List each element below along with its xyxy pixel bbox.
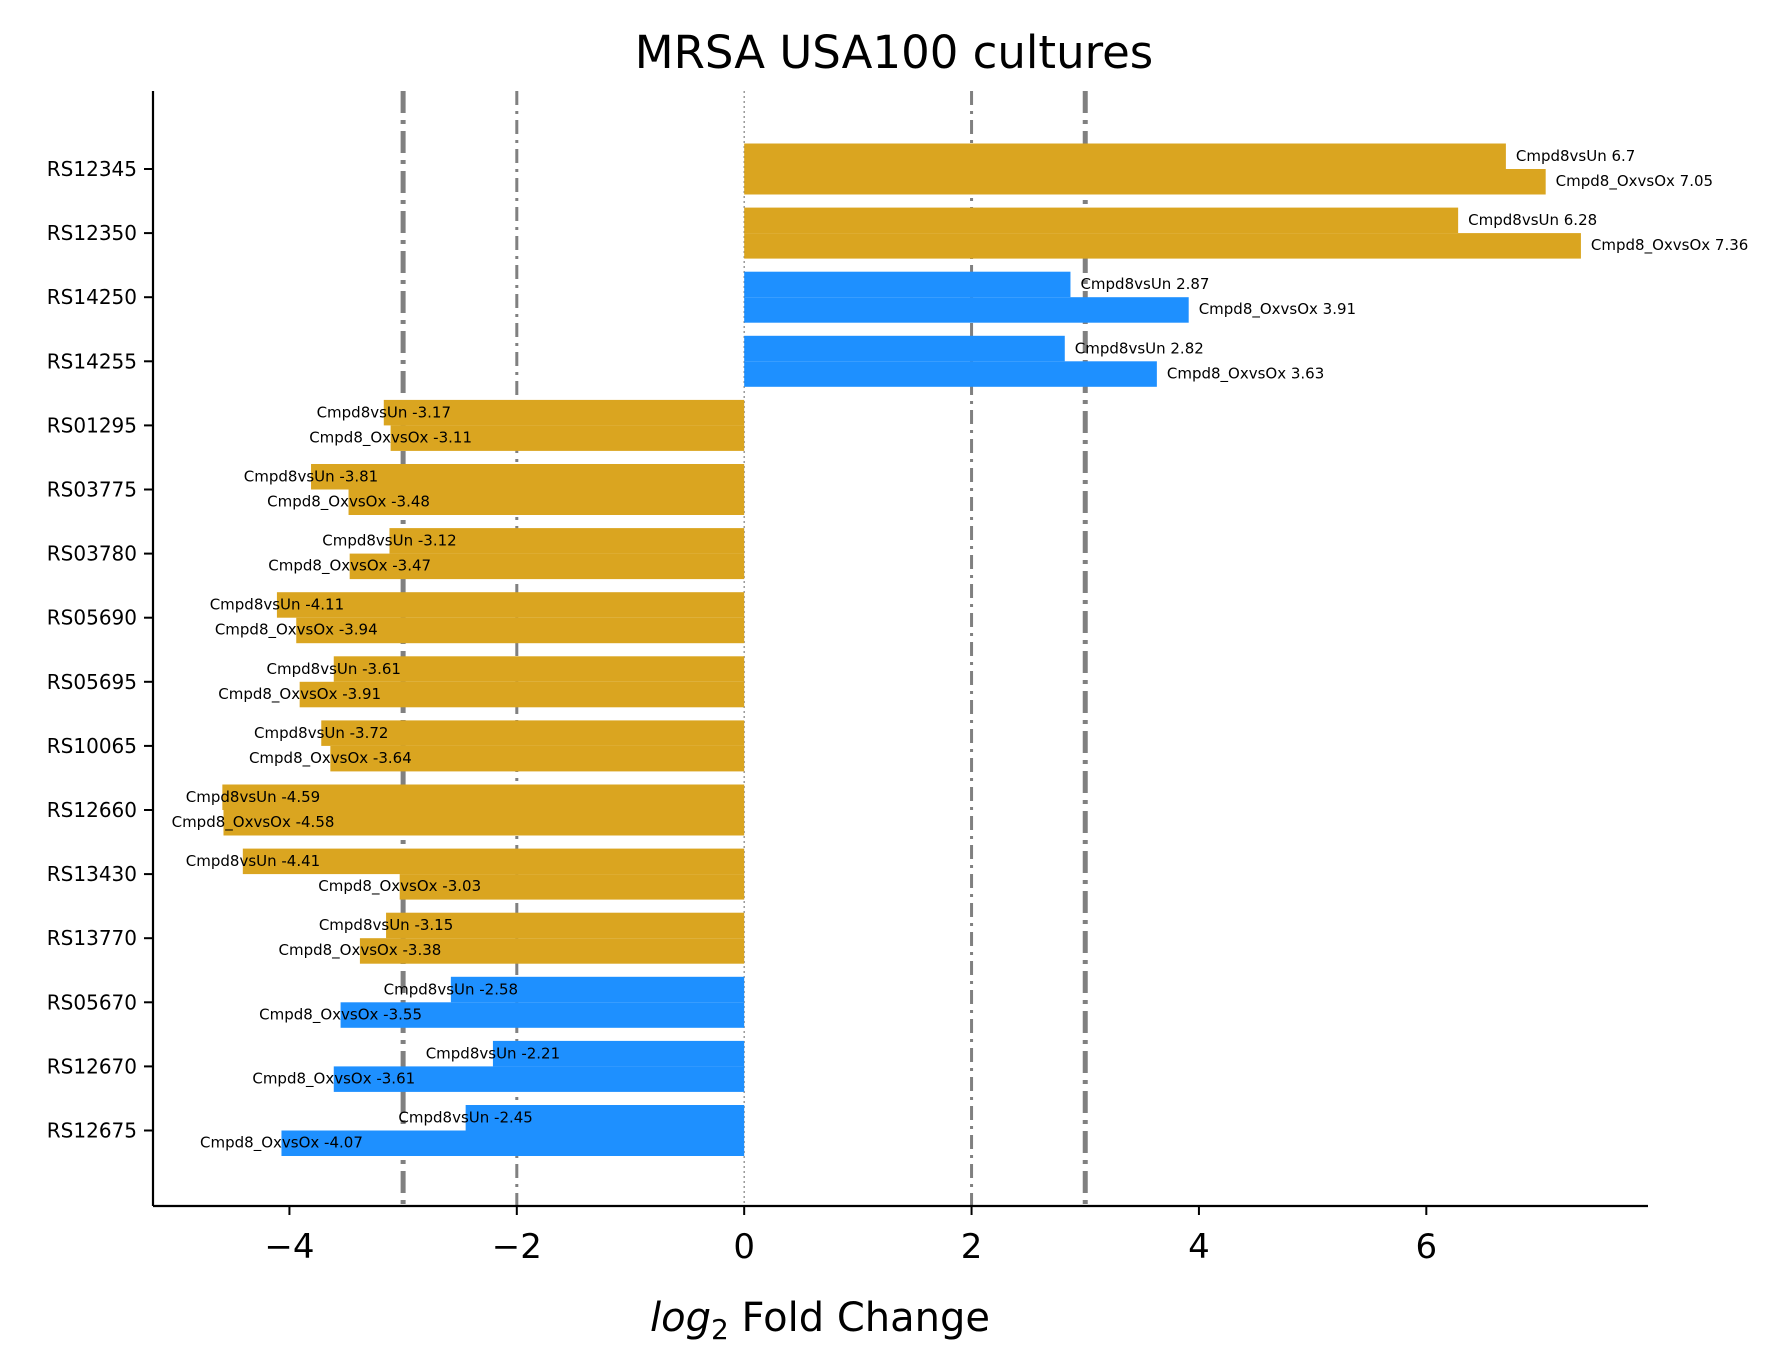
x-axis-label-rest: Fold Change: [729, 1295, 990, 1341]
bar-cmpd8vsun: [744, 143, 1506, 169]
bar-cmpd8-oxvsox: [296, 617, 745, 644]
bar-cmpd8vsun: [744, 271, 1071, 298]
bar-label-cmpd8-oxvsox: Cmpd8_OxvsOx 3.63: [1167, 364, 1324, 383]
bar-label-cmpd8-oxvsox: Cmpd8_OxvsOx -3.48: [267, 493, 430, 512]
bar-label-cmpd8-oxvsox: Cmpd8_OxvsOx -3.47: [268, 557, 431, 576]
bar-cmpd8vsun: [744, 335, 1065, 362]
x-tick-label: −2: [492, 1227, 542, 1267]
y-tick-label: RS13770: [47, 926, 137, 950]
bar-cmpd8-oxvsox: [744, 297, 1189, 323]
y-tick-label: RS12350: [47, 221, 137, 245]
bar-label-cmpd8-oxvsox: Cmpd8_OxvsOx -3.91: [218, 685, 381, 704]
bar-label-cmpd8-oxvsox: Cmpd8_OxvsOx 7.36: [1591, 236, 1748, 255]
y-tick-label: RS03775: [47, 478, 137, 502]
x-axis-label-subscript: 2: [711, 1313, 729, 1346]
bar-label-cmpd8vsun: Cmpd8vsUn -3.12: [322, 532, 456, 550]
y-tick-label: RS12345: [47, 157, 137, 181]
bar-label-cmpd8-oxvsox: Cmpd8_OxvsOx -3.38: [279, 941, 442, 960]
bar-cmpd8-oxvsox: [299, 681, 745, 708]
bar-cmpd8-oxvsox: [333, 1066, 745, 1092]
bar-cmpd8-oxvsox: [359, 938, 745, 964]
bar-cmpd8-oxvsox: [399, 874, 745, 900]
bar-label-cmpd8vsun: Cmpd8vsUn -3.81: [244, 468, 378, 486]
bar-cmpd8vsun: [386, 912, 745, 939]
bar-label-cmpd8-oxvsox: Cmpd8_OxvsOx -3.94: [215, 621, 378, 640]
bar-label-cmpd8vsun: Cmpd8vsUn -2.58: [384, 980, 518, 998]
chart-title: MRSA USA100 cultures: [635, 26, 1153, 79]
bar-cmpd8vsun: [311, 464, 745, 490]
bar-cmpd8vsun: [389, 528, 745, 554]
bar-cmpd8-oxvsox: [744, 361, 1157, 387]
bar-cmpd8vsun: [242, 848, 745, 875]
bar-label-cmpd8-oxvsox: Cmpd8_OxvsOx -3.11: [309, 428, 472, 447]
bar-labels: Cmpd8vsUn 6.7 Cmpd8_OxvsOx 7.05 Cmpd8vsUn …: [172, 147, 1749, 1153]
bar-cmpd8vsun: [465, 1105, 745, 1131]
bar-cmpd8vsun: [450, 976, 745, 1003]
bar-label-cmpd8-oxvsox: Cmpd8_OxvsOx 3.91: [1199, 300, 1356, 319]
bar-label-cmpd8vsun: Cmpd8vsUn -4.41: [186, 852, 320, 870]
x-tick-label: 6: [1415, 1227, 1437, 1267]
bar-cmpd8vsun: [492, 1040, 745, 1067]
x-ticks: −4 −2 0 2 4 6: [264, 1206, 1437, 1267]
y-tick-label: RS05670: [47, 990, 137, 1014]
bar-label-cmpd8-oxvsox: Cmpd8_OxvsOx -3.55: [259, 1005, 422, 1024]
y-tick-label: RS14250: [47, 285, 137, 309]
y-tick-label: RS01295: [47, 413, 137, 437]
bar-cmpd8vsun: [222, 784, 745, 810]
y-tick-label: RS05695: [47, 670, 137, 694]
bar-cmpd8-oxvsox: [340, 1002, 745, 1028]
y-tick-label: RS10065: [47, 734, 137, 758]
x-tick-label: 4: [1188, 1227, 1210, 1267]
bar-cmpd8vsun: [276, 592, 745, 618]
y-tick-label: RS12660: [47, 798, 137, 822]
bar-label-cmpd8-oxvsox: Cmpd8_OxvsOx -4.58: [172, 813, 335, 832]
bar-label-cmpd8vsun: Cmpd8vsUn -2.21: [426, 1044, 560, 1062]
bar-label-cmpd8vsun: Cmpd8vsUn -3.17: [317, 403, 451, 421]
bar-cmpd8vsun: [383, 399, 745, 426]
bar-label-cmpd8vsun: Cmpd8vsUn -3.61: [267, 660, 401, 678]
bar-cmpd8-oxvsox: [744, 169, 1546, 195]
bar-cmpd8-oxvsox: [223, 810, 745, 836]
bar-label-cmpd8vsun: Cmpd8vsUn 6.28: [1468, 211, 1597, 229]
bar-label-cmpd8-oxvsox: Cmpd8_OxvsOx -3.03: [318, 877, 481, 896]
bar-label-cmpd8-oxvsox: Cmpd8_OxvsOx 7.05: [1556, 172, 1713, 191]
bar-label-cmpd8vsun: Cmpd8vsUn -4.11: [210, 596, 344, 614]
bar-cmpd8-oxvsox: [330, 745, 745, 772]
bar-cmpd8-oxvsox: [349, 553, 745, 580]
bars: [222, 143, 1581, 1156]
x-tick-label: −4: [264, 1227, 314, 1267]
bar-cmpd8-oxvsox: [348, 489, 745, 515]
bar-label-cmpd8vsun: Cmpd8vsUn -2.45: [398, 1109, 532, 1127]
bar-label-cmpd8vsun: Cmpd8vsUn -3.15: [319, 916, 453, 934]
bar-label-cmpd8vsun: Cmpd8vsUn -3.72: [254, 724, 388, 742]
bar-label-cmpd8vsun: Cmpd8vsUn 6.7: [1516, 147, 1635, 165]
x-axis-label: log2 Fold Change: [650, 1295, 990, 1346]
y-ticks: RS12345 RS12350 RS14250 RS14255 RS01295 RS037…: [47, 157, 153, 1143]
y-tick-label: RS13430: [47, 862, 137, 886]
bar-cmpd8vsun: [744, 207, 1459, 234]
bar-cmpd8-oxvsox: [281, 1130, 745, 1156]
bar-label-cmpd8vsun: Cmpd8vsUn 2.82: [1075, 339, 1204, 357]
y-tick-label: RS12670: [47, 1054, 137, 1078]
y-tick-label: RS14255: [47, 349, 137, 373]
bar-cmpd8-oxvsox: [390, 425, 745, 451]
bar-label-cmpd8-oxvsox: Cmpd8_OxvsOx -3.61: [252, 1069, 415, 1088]
y-tick-label: RS05690: [47, 606, 137, 630]
y-tick-label: RS12675: [47, 1119, 137, 1143]
y-tick-label: RS03780: [47, 542, 137, 566]
bar-cmpd8vsun: [333, 656, 745, 682]
bar-label-cmpd8vsun: Cmpd8vsUn -4.59: [186, 788, 320, 806]
x-tick-label: 2: [961, 1227, 983, 1267]
bar-label-cmpd8-oxvsox: Cmpd8_OxvsOx -3.64: [249, 749, 412, 768]
bar-label-cmpd8-oxvsox: Cmpd8_OxvsOx -4.07: [200, 1134, 363, 1153]
bar-cmpd8-oxvsox: [744, 233, 1581, 259]
bar-cmpd8vsun: [321, 720, 745, 746]
x-tick-label: 0: [733, 1227, 755, 1267]
axes: [151, 91, 1648, 1208]
x-axis-label-italic: log: [650, 1295, 711, 1341]
bar-label-cmpd8vsun: Cmpd8vsUn 2.87: [1080, 275, 1209, 293]
